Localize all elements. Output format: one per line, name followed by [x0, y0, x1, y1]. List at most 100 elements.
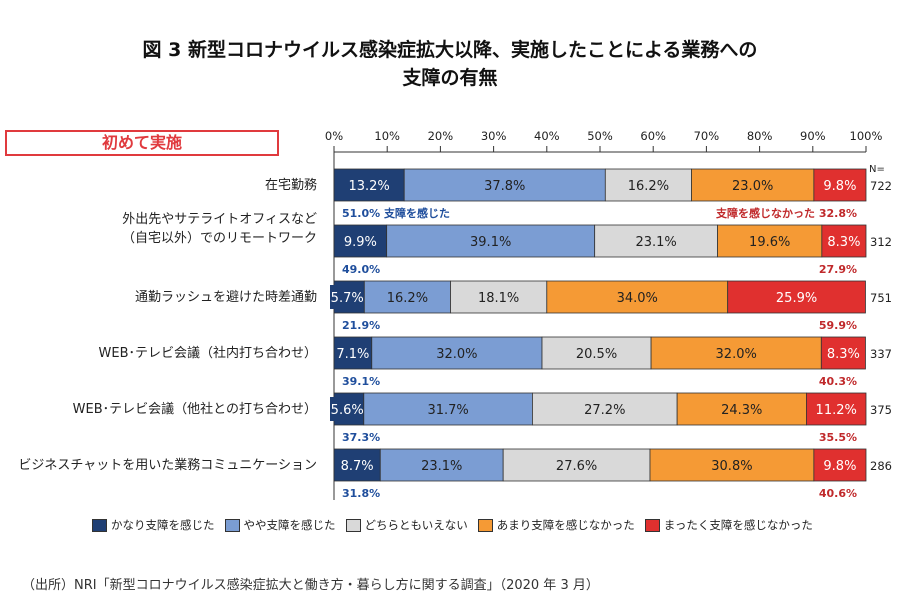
legend-swatch — [224, 518, 240, 532]
summary-not-felt: 40.3% — [819, 375, 857, 388]
source-note: （出所）NRI「新型コロナウイルス感染症拡大と働き方・暮らし方に関する調査」（2… — [22, 578, 599, 593]
data-label: 23.1% — [635, 235, 676, 250]
bar-segment — [594, 224, 718, 258]
summary-not-felt: 27.9% — [819, 263, 857, 276]
x-tick-label: 30% — [481, 129, 507, 143]
x-tick-label: 70% — [694, 129, 720, 143]
legend-item: やや支障を感じた — [224, 517, 336, 533]
data-label: 11.2% — [816, 403, 857, 418]
data-label: 19.6% — [749, 235, 790, 250]
summary-not-felt: 35.5% — [819, 431, 857, 444]
data-label: 8.7% — [341, 459, 374, 474]
category-label: WEB･テレビ会議（他社との打ち合わせ） — [72, 401, 317, 417]
legend: かなり支障を感じた やや支障を感じた どちらともいえない あまり支障を感じなかった まっ… — [92, 517, 813, 533]
bar-segment — [333, 224, 388, 258]
data-label: 5.6% — [331, 403, 364, 418]
bar-segment — [379, 448, 504, 482]
data-label: 18.1% — [478, 291, 519, 306]
x-tick-label: 90% — [800, 129, 826, 143]
x-tick-label: 20% — [428, 129, 454, 143]
legend-swatch — [477, 518, 493, 532]
bar-segment — [502, 448, 651, 482]
category-label: 外出先やサテライトオフィスなど （自宅以外）でのリモートワーク — [121, 212, 317, 246]
bar-segment — [532, 392, 678, 426]
summary-felt: 31.8% — [342, 487, 380, 500]
category-label: WEB･テレビ会議（社内打ち合わせ） — [98, 345, 318, 361]
legend-swatch — [92, 518, 107, 532]
bar-segment — [806, 392, 867, 426]
data-label: 7.1% — [336, 347, 369, 362]
legend-label: かなり支障を感じた — [111, 518, 215, 532]
data-label: 37.8% — [484, 179, 525, 194]
bar-segment — [403, 168, 606, 202]
data-label-bg — [330, 397, 363, 421]
x-tick-label: 10% — [374, 129, 400, 143]
data-label: 34.0% — [617, 291, 658, 306]
x-tick-label: 100% — [850, 129, 883, 143]
data-label: 39.1% — [470, 235, 511, 250]
n-value: 722 — [870, 179, 892, 193]
data-label: 24.3% — [721, 403, 762, 418]
bar-segment — [450, 280, 548, 314]
x-tick-label: 80% — [747, 129, 773, 143]
data-label: 23.0% — [732, 179, 773, 194]
data-label: 5.7% — [331, 291, 364, 306]
legend-label: どちらともいえない — [364, 518, 468, 532]
bar-segment — [546, 280, 729, 314]
legend-swatch — [644, 518, 660, 532]
data-label: 16.2% — [387, 291, 428, 306]
data-label: 13.2% — [348, 179, 389, 194]
bar-segment — [541, 336, 652, 370]
data-label: 27.2% — [584, 403, 625, 418]
n-value: 337 — [870, 347, 892, 361]
category-label: 通勤ラッシュを避けた時差通勤 — [134, 289, 317, 305]
summary-felt: 21.9% — [342, 319, 380, 332]
summary-felt: 49.0% — [342, 263, 380, 276]
bar-segment — [333, 336, 373, 370]
title-line-2: 支障の有無 — [402, 67, 498, 89]
legend-label: やや支障を感じた — [243, 518, 336, 532]
data-label: 27.6% — [556, 459, 597, 474]
data-label: 30.8% — [711, 459, 752, 474]
data-label: 8.3% — [827, 235, 860, 250]
bar-segment — [649, 448, 815, 482]
category-label: ビジネスチャットを用いた業務コミュニケーション — [18, 457, 317, 473]
data-label-bg — [330, 285, 363, 309]
bar-segment — [820, 336, 866, 370]
bar-segment — [650, 336, 822, 370]
summary-felt: 37.3% — [342, 431, 380, 444]
bar-segment — [727, 280, 866, 314]
bar-segment — [717, 224, 823, 258]
legend-swatch — [345, 518, 361, 532]
n-value: 751 — [870, 291, 892, 305]
data-label: 16.2% — [628, 179, 669, 194]
bar-segment — [604, 168, 692, 202]
summary-not-felt: 支障を感じなかった 32.8% — [715, 206, 857, 220]
bar-segment — [386, 224, 596, 258]
legend-item: どちらともいえない — [345, 517, 468, 533]
category-label: 在宅勤務 — [264, 177, 317, 193]
data-label: 23.1% — [421, 459, 462, 474]
n-header: N= — [869, 164, 885, 175]
bar-segment — [333, 168, 405, 202]
legend-item: かなり支障を感じた — [92, 517, 215, 533]
bar-segment — [821, 224, 867, 258]
data-label: 32.0% — [716, 347, 757, 362]
legend-item: まったく支障を感じなかった — [644, 517, 813, 533]
title-line-1: 図 3 新型コロナウイルス感染症拡大以降、実施したことによる業務への — [142, 39, 758, 61]
n-value: 375 — [870, 403, 892, 417]
x-tick-label: 60% — [640, 129, 666, 143]
bar-segment — [813, 448, 867, 482]
summary-not-felt: 40.6% — [819, 487, 857, 500]
data-label: 31.7% — [427, 403, 468, 418]
data-label: 9.9% — [344, 235, 377, 250]
bar-segment — [691, 168, 815, 202]
n-value: 286 — [870, 459, 892, 473]
data-label: 32.0% — [436, 347, 477, 362]
data-label: 8.3% — [827, 347, 860, 362]
x-tick-label: 40% — [534, 129, 560, 143]
n-value: 312 — [870, 235, 892, 249]
summary-felt: 51.0% 支障を感じた — [342, 206, 450, 220]
data-label: 9.8% — [823, 459, 856, 474]
